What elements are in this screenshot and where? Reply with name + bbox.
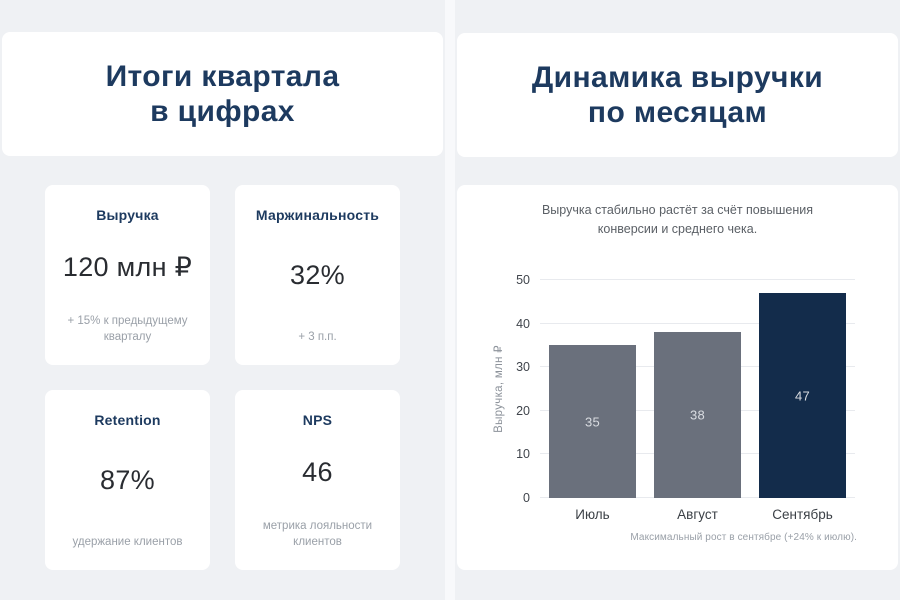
- slide-revenue-dynamics: Динамика выручки по месяцам Выручка стаб…: [455, 0, 900, 600]
- metric-label: Выручка: [96, 207, 159, 223]
- metric-label: Маржинальность: [255, 207, 380, 223]
- page-title-left: Итоги квартала в цифрах: [105, 59, 340, 128]
- title-card-right: Динамика выручки по месяцам: [457, 33, 898, 157]
- bar-chart-plot-area: 0 10 20 30 40 50 35 Июль 38 Август 47 Сентябрь: [516, 273, 855, 522]
- metric-caption: + 3 п.п.: [298, 330, 337, 343]
- metric-value: 120 млн ₽: [62, 252, 193, 283]
- chart-card: Выручка стабильно растёт за счёт повышен…: [457, 185, 898, 570]
- y-tick-label: 20: [516, 403, 530, 418]
- x-axis-label: Июль: [575, 507, 610, 522]
- x-axis-label: Сентябрь: [772, 507, 833, 522]
- y-tick-label: 0: [523, 491, 530, 505]
- metric-card-margin: Маржинальность 32% + 3 п.п.: [235, 185, 400, 365]
- bar-value-label: 35: [584, 414, 601, 430]
- x-axis-label: Август: [677, 507, 718, 522]
- bar-Июль: 35: [549, 345, 636, 498]
- page-title-right: Динамика выручки по месяцам: [531, 60, 824, 129]
- metric-caption: + 15% к предыдущему кварталу: [67, 314, 188, 343]
- metric-card-revenue: Выручка 120 млн ₽ + 15% к предыдущему кв…: [45, 185, 210, 365]
- slide-quarter-results: Итоги квартала в цифрах Выручка 120 млн …: [0, 0, 445, 600]
- y-tick-label: 40: [516, 316, 530, 331]
- metric-card-nps: NPS 46 метрика лояльности клиентов: [235, 390, 400, 570]
- y-tick-label: 50: [516, 273, 530, 287]
- metric-caption: удержание клиентов: [72, 535, 183, 548]
- metric-value: 32%: [290, 260, 345, 291]
- bar-Сентябрь: 47: [759, 293, 846, 498]
- metric-label: Retention: [94, 412, 161, 428]
- y-axis-title: Выручка, млн ₽: [493, 345, 505, 433]
- title-card-left: Итоги квартала в цифрах: [2, 32, 443, 156]
- y-tick-label: 30: [516, 360, 530, 375]
- metric-value: 87%: [100, 465, 155, 496]
- metric-label: NPS: [302, 412, 333, 428]
- bar-Август: 38: [654, 332, 741, 498]
- metric-value: 46: [302, 457, 333, 488]
- metric-card-retention: Retention 87% удержание клиентов: [45, 390, 210, 570]
- y-tick-label: 10: [516, 447, 530, 462]
- metric-caption: метрика лояльности клиентов: [262, 519, 373, 548]
- gridline: [540, 322, 855, 324]
- chart-footnote: Максимальный рост в сентябре (+24% к июл…: [630, 532, 857, 543]
- gridline: [540, 279, 855, 280]
- chart-subtitle: Выручка стабильно растёт за счёт повышен…: [541, 203, 814, 236]
- bar-value-label: 47: [794, 388, 811, 404]
- bar-value-label: 38: [689, 407, 706, 423]
